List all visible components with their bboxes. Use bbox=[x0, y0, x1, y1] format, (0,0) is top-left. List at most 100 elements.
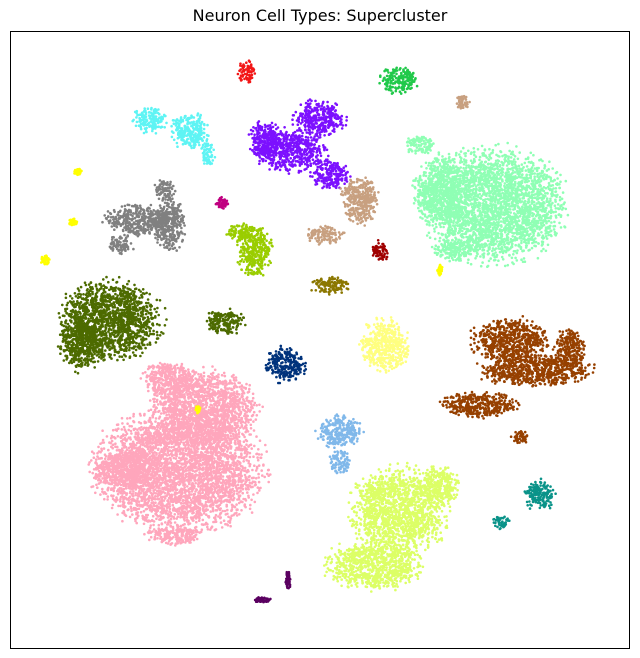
point bbox=[200, 424, 204, 428]
point bbox=[222, 452, 225, 456]
point bbox=[230, 387, 233, 391]
point bbox=[225, 505, 228, 508]
point bbox=[197, 482, 200, 485]
point bbox=[202, 365, 205, 369]
point bbox=[213, 414, 216, 418]
point bbox=[243, 402, 246, 406]
point bbox=[147, 426, 150, 430]
point bbox=[179, 440, 183, 444]
point bbox=[227, 422, 231, 425]
point bbox=[138, 427, 141, 430]
point bbox=[206, 508, 209, 512]
point bbox=[186, 478, 190, 482]
point bbox=[202, 444, 205, 448]
point bbox=[119, 436, 123, 440]
point bbox=[151, 519, 154, 522]
point bbox=[139, 414, 142, 417]
point bbox=[157, 523, 161, 527]
point bbox=[226, 412, 229, 415]
point bbox=[137, 494, 141, 498]
point bbox=[221, 509, 224, 513]
point bbox=[123, 491, 127, 495]
point bbox=[143, 488, 146, 491]
point bbox=[166, 462, 170, 466]
point bbox=[211, 406, 214, 410]
point bbox=[204, 400, 208, 404]
point bbox=[208, 463, 211, 466]
point bbox=[131, 513, 134, 516]
point bbox=[172, 422, 175, 426]
point bbox=[189, 486, 192, 490]
point bbox=[129, 505, 133, 509]
point bbox=[213, 437, 217, 441]
point bbox=[195, 520, 198, 524]
point bbox=[97, 445, 100, 449]
point bbox=[192, 454, 196, 458]
point bbox=[102, 447, 106, 450]
point bbox=[251, 468, 254, 472]
point bbox=[205, 513, 208, 516]
point bbox=[247, 478, 251, 482]
point bbox=[178, 466, 181, 470]
point bbox=[224, 488, 228, 491]
point bbox=[166, 516, 170, 519]
point bbox=[137, 421, 141, 424]
point bbox=[161, 440, 165, 443]
point bbox=[169, 456, 172, 460]
point bbox=[245, 419, 248, 423]
point bbox=[106, 498, 109, 501]
point bbox=[159, 412, 163, 415]
point bbox=[190, 457, 193, 460]
point bbox=[161, 508, 164, 512]
point bbox=[219, 471, 222, 475]
point bbox=[246, 414, 249, 418]
point bbox=[198, 455, 202, 459]
point bbox=[253, 484, 257, 487]
point bbox=[127, 508, 130, 511]
point bbox=[180, 430, 184, 433]
point bbox=[160, 522, 164, 526]
point bbox=[181, 491, 184, 495]
point bbox=[222, 371, 226, 375]
point bbox=[183, 452, 187, 456]
point bbox=[203, 471, 207, 474]
point bbox=[116, 492, 120, 496]
point bbox=[129, 429, 133, 433]
point bbox=[226, 442, 230, 445]
point bbox=[241, 491, 244, 495]
point bbox=[146, 445, 150, 449]
point bbox=[215, 461, 218, 464]
point bbox=[220, 526, 224, 529]
point bbox=[211, 388, 214, 392]
point bbox=[133, 435, 137, 439]
point bbox=[165, 509, 168, 512]
point bbox=[185, 508, 188, 511]
point bbox=[155, 489, 159, 493]
point bbox=[201, 518, 205, 522]
point bbox=[173, 478, 176, 482]
point bbox=[185, 516, 189, 519]
point bbox=[175, 469, 179, 472]
point bbox=[240, 416, 244, 420]
point bbox=[192, 494, 196, 498]
point bbox=[210, 525, 214, 528]
point bbox=[247, 390, 251, 394]
point bbox=[123, 513, 126, 516]
point bbox=[209, 413, 213, 417]
point bbox=[162, 488, 165, 491]
point bbox=[251, 413, 255, 417]
point bbox=[185, 391, 188, 394]
point bbox=[161, 495, 165, 499]
points-layer bbox=[40, 59, 596, 604]
point bbox=[224, 387, 228, 390]
point bbox=[236, 483, 240, 487]
point bbox=[120, 495, 124, 498]
point bbox=[189, 516, 193, 519]
point bbox=[107, 486, 110, 490]
point bbox=[155, 432, 159, 435]
point bbox=[94, 491, 97, 495]
point bbox=[159, 518, 162, 521]
point bbox=[195, 461, 199, 465]
point bbox=[223, 493, 226, 497]
point bbox=[179, 488, 182, 492]
